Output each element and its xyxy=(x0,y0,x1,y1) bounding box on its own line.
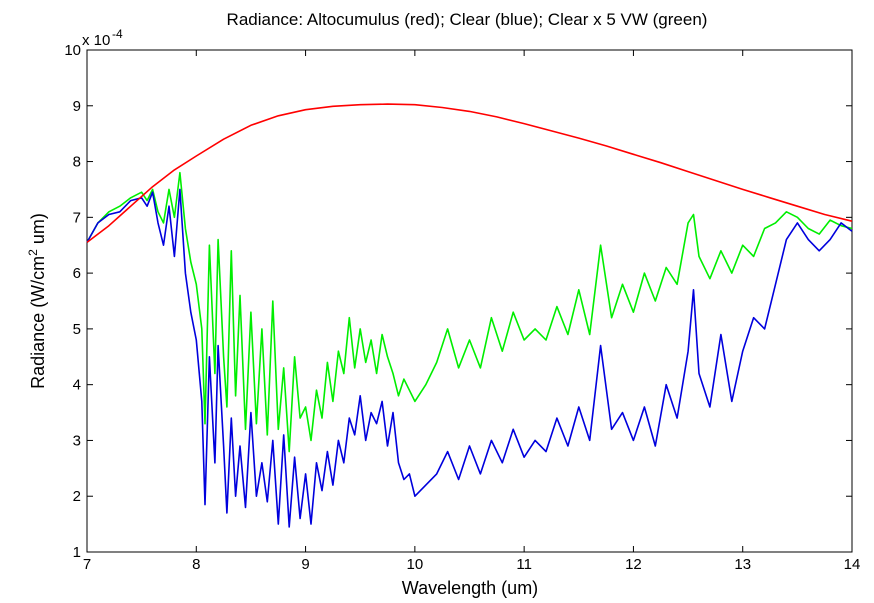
y-tick-label: 8 xyxy=(73,154,81,171)
y-multiplier-exponent: -4 xyxy=(112,27,123,41)
x-axis-label: Wavelength (um) xyxy=(402,578,538,598)
x-tick-label: 13 xyxy=(734,556,751,573)
y-tick-label: 3 xyxy=(73,432,81,449)
y-axis-label: Radiance (W/cm2 um) xyxy=(26,213,48,389)
x-tick-label: 12 xyxy=(625,556,642,573)
y-multiplier: x 10 -4 xyxy=(82,27,123,49)
y-tick-label: 2 xyxy=(73,488,81,505)
y-axis-label-main: Radiance (W/cm xyxy=(28,256,48,389)
series-line-clear xyxy=(86,188,853,528)
x-tick-label: 9 xyxy=(301,556,309,573)
y-tick-label: 9 xyxy=(73,98,81,115)
y-axis-label-tail: um) xyxy=(28,213,48,249)
y-axis-label-superscript: 2 xyxy=(26,249,40,256)
x-tick-label: 8 xyxy=(192,556,200,573)
y-tick-label: 6 xyxy=(73,265,81,282)
x-tick-label: 10 xyxy=(407,556,424,573)
chart-title: Radiance: Altocumulus (red); Clear (blue… xyxy=(227,10,708,29)
y-tick-label: 7 xyxy=(73,209,81,226)
plot-area-frame xyxy=(86,49,853,553)
series-line-clear_5vw xyxy=(86,171,853,453)
y-tick-label: 10 xyxy=(64,42,81,59)
x-tick-label: 7 xyxy=(83,556,91,573)
y-tick-label: 5 xyxy=(73,321,81,338)
x-tick-label: 11 xyxy=(516,556,532,573)
y-multiplier-base: x 10 xyxy=(82,32,110,49)
x-tick-label: 14 xyxy=(844,556,861,573)
y-tick-label: 4 xyxy=(73,377,81,394)
series-layer xyxy=(86,103,853,528)
y-tick-label: 1 xyxy=(73,544,81,561)
series-line-altocumulus xyxy=(86,103,853,244)
